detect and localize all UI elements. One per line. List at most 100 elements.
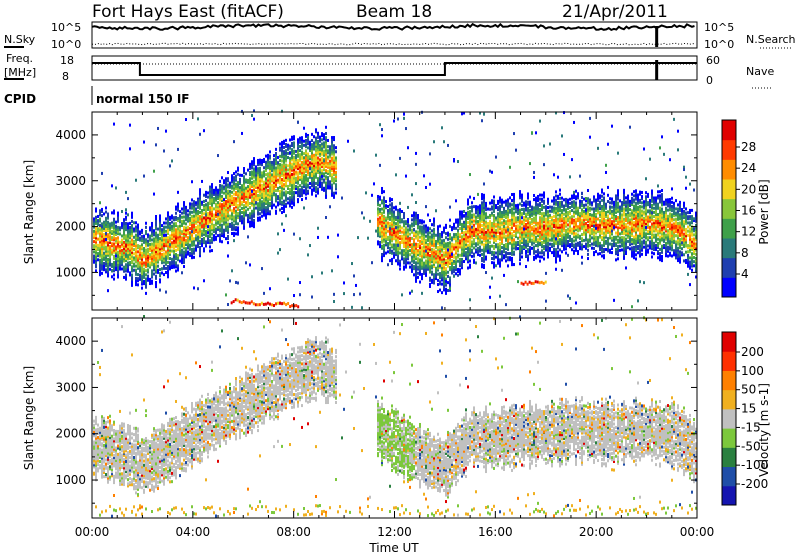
power-cell (487, 216, 489, 219)
power-cell (415, 201, 417, 204)
power-cell (429, 227, 431, 230)
power-cell (383, 215, 385, 218)
power-cell (159, 268, 161, 271)
power-cell (443, 227, 445, 230)
power-cell (249, 163, 251, 166)
power-cell (257, 159, 259, 162)
power-cell (451, 259, 453, 262)
power-cell (247, 214, 249, 217)
power-cell (489, 202, 491, 205)
power-cell (539, 208, 541, 211)
power-cell (279, 208, 281, 211)
power-cell (407, 206, 409, 209)
power-cell (299, 281, 301, 284)
power-cell (227, 223, 229, 226)
power-cell (155, 275, 157, 278)
power-cell (529, 246, 531, 249)
power-cell (299, 149, 301, 152)
power-cell (281, 159, 283, 162)
power-cell (517, 224, 519, 227)
power-cell (165, 130, 167, 133)
power-cell (205, 199, 207, 202)
power-cell (169, 234, 171, 237)
power-cell (199, 211, 201, 214)
power-cell (97, 219, 99, 222)
power-cell (395, 206, 397, 209)
power-cell (447, 232, 449, 235)
power-cell (289, 145, 291, 148)
power-cell (387, 205, 389, 208)
power-cell (241, 207, 243, 210)
power-cell (281, 164, 283, 167)
power-cell (535, 228, 537, 231)
power-cell (97, 258, 99, 261)
power-cell (179, 210, 181, 213)
power-cell (169, 222, 171, 225)
power-cell (183, 201, 185, 204)
power-cell (433, 248, 435, 251)
power-cell (209, 239, 211, 242)
power-cell (379, 208, 381, 211)
power-cell (437, 246, 439, 249)
power-cell (445, 259, 447, 262)
power-cell (123, 266, 125, 269)
power-cell (321, 182, 323, 185)
power-cell (429, 231, 431, 234)
power-cell (425, 239, 427, 242)
power-cell (523, 246, 525, 249)
power-cell (445, 242, 447, 245)
power-cell (419, 240, 421, 243)
power-cell (141, 287, 143, 290)
power-cell (223, 229, 225, 232)
power-cell (185, 239, 187, 242)
power-cell (537, 238, 539, 241)
power-cell (331, 157, 333, 160)
power-cell (449, 287, 451, 290)
power-cell (263, 181, 265, 184)
power-cell (121, 234, 123, 237)
power-cell (415, 163, 417, 166)
power-cell (353, 293, 355, 296)
power-cell (177, 225, 179, 228)
power-cell (199, 246, 201, 249)
power-cell (137, 277, 139, 280)
power-cell (427, 243, 429, 246)
power-cell (407, 225, 409, 228)
freq-line (92, 63, 697, 75)
power-cell (421, 246, 423, 249)
power-cell (255, 190, 257, 193)
power-cell (527, 217, 529, 220)
power-cell (197, 202, 199, 205)
power-cell (161, 267, 163, 270)
power-cell (421, 220, 423, 223)
power-cell (371, 261, 373, 264)
power-cell (539, 120, 541, 123)
power-cell (419, 258, 421, 261)
power-cell (269, 202, 271, 205)
power-cell (315, 182, 317, 185)
power-cell (545, 205, 547, 208)
power-cell (247, 179, 249, 182)
power-cell (229, 223, 231, 226)
power-cell (391, 243, 393, 246)
power-cell (211, 183, 213, 186)
power-cell (253, 157, 255, 160)
power-cell (385, 225, 387, 228)
power-cell (533, 206, 535, 209)
power-cell (315, 137, 317, 140)
power-cell (213, 207, 215, 210)
power-cell (431, 233, 433, 236)
power-cell (407, 228, 409, 231)
freq-label-2: [MHz] (4, 66, 36, 79)
power-cell (543, 245, 545, 248)
power-cell (237, 173, 239, 176)
power-cell (477, 220, 479, 223)
power-cell (235, 226, 237, 229)
power-cell (537, 203, 539, 206)
power-cell (177, 191, 179, 194)
power-cell (335, 192, 337, 195)
power-cell (309, 155, 311, 158)
power-cell (437, 273, 439, 276)
power-cell (481, 253, 483, 256)
power-cell (249, 221, 251, 224)
